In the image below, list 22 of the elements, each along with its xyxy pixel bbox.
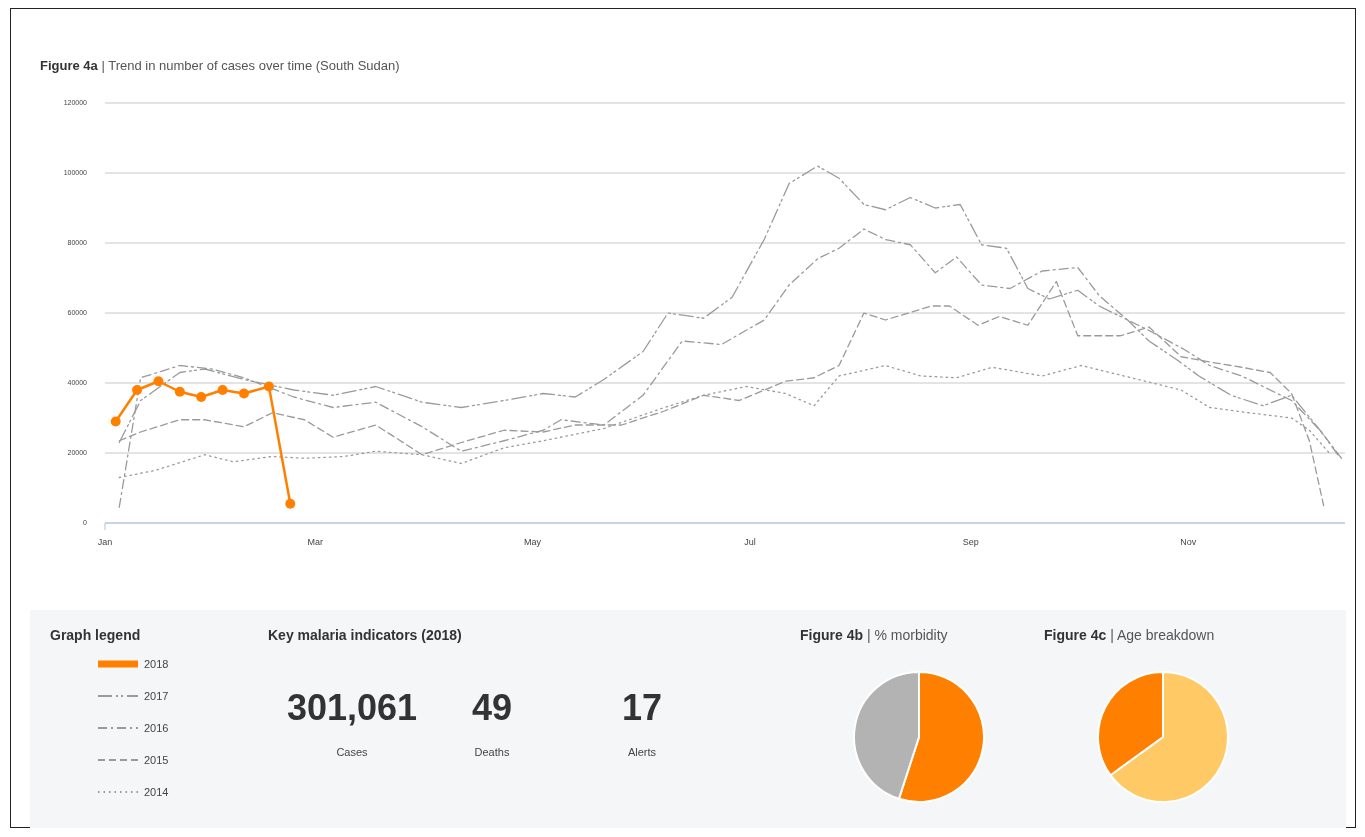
legend-label: 2015 [144, 753, 169, 766]
text: Deaths [474, 746, 510, 758]
text: 49 [471, 687, 513, 728]
chart-title: Figure 4b | % morbidity [800, 627, 948, 643]
legend-title: Graph legend [50, 627, 141, 643]
legend-label: 2014 [144, 785, 169, 798]
text: 301,061 [286, 687, 418, 728]
legend-label: 2018 [144, 657, 169, 670]
chart-title: Figure 4a | Trend in number of cases over time (South Sudan) [40, 58, 400, 73]
text: 17 [621, 687, 663, 728]
legend-label: 2017 [144, 689, 169, 702]
x-tick-label: Jan [97, 537, 113, 547]
chart-title: Figure 4c | Age breakdown [1044, 627, 1215, 643]
x-tick-label: Sep [962, 537, 979, 547]
x-tick-label: May [524, 537, 542, 547]
x-tick-label: Jul [744, 537, 756, 547]
text: Key malaria indicators (2018) [268, 627, 462, 643]
legend-label: 2016 [144, 721, 169, 734]
x-tick-label: Mar [307, 537, 323, 547]
x-tick-label: Nov [1180, 537, 1197, 547]
text: Alerts [627, 746, 657, 758]
text: Cases [336, 746, 369, 758]
